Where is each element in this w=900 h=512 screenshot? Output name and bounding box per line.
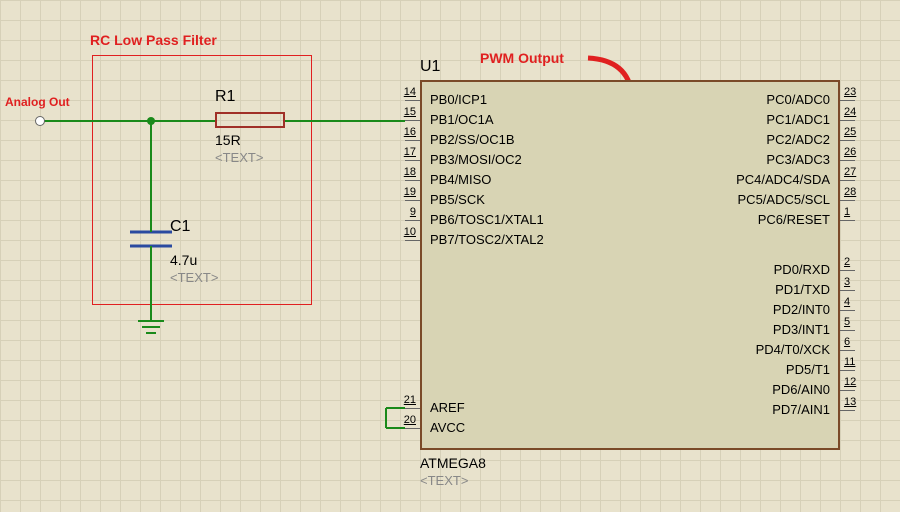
filter-label: RC Low Pass Filter [90, 32, 217, 48]
pin-number: 21 [390, 394, 416, 406]
pin-number: 26 [844, 146, 856, 158]
pin-label: PB4/MISO [430, 172, 491, 187]
terminal-out [35, 116, 45, 126]
pin-number: 20 [390, 414, 416, 426]
pin-number: 19 [390, 186, 416, 198]
pin-label: PC3/ADC3 [766, 152, 830, 167]
pin-number: 2 [844, 256, 850, 268]
pin-label: PB1/OC1A [430, 112, 494, 127]
pin-number: 23 [844, 86, 856, 98]
pin-label: PD1/TXD [775, 282, 830, 297]
pin-label: PC1/ADC1 [766, 112, 830, 127]
pin-lead [405, 200, 420, 201]
u1-part: ATMEGA8 [420, 455, 486, 471]
r1-ref: R1 [215, 88, 235, 106]
pin-lead [840, 410, 855, 411]
pin-label: PD0/RXD [774, 262, 830, 277]
pin-number: 14 [390, 86, 416, 98]
gnd-bar-3 [146, 332, 156, 334]
filter-bounding-box [92, 55, 312, 305]
pin-number: 17 [390, 146, 416, 158]
pin-lead [840, 140, 855, 141]
pin-lead [840, 390, 855, 391]
pin-label: PD5/T1 [786, 362, 830, 377]
pin-label: PB5/SCK [430, 192, 485, 207]
pin-label: PD7/AIN1 [772, 402, 830, 417]
pin-number: 11 [844, 356, 855, 368]
r1-text: <TEXT> [215, 150, 263, 165]
pin-number: 15 [390, 106, 416, 118]
pin-lead [405, 120, 420, 121]
pin-lead [840, 100, 855, 101]
pin-label: PD6/AIN0 [772, 382, 830, 397]
pin-label: PB7/TOSC2/XTAL2 [430, 232, 544, 247]
pin-label: PC5/ADC5/SCL [738, 192, 830, 207]
pin-label: PB2/SS/OC1B [430, 132, 515, 147]
c1-ref: C1 [170, 218, 190, 236]
pin-number: 1 [844, 206, 850, 218]
pin-label: PD3/INT1 [773, 322, 830, 337]
c1-value: 4.7u [170, 252, 197, 268]
pin-lead [840, 310, 855, 311]
pin-lead [405, 160, 420, 161]
gnd-bar-2 [142, 326, 160, 328]
pin-number: 3 [844, 276, 850, 288]
pin-lead [840, 220, 855, 221]
pin-lead [405, 220, 420, 221]
pin-label: PC2/ADC2 [766, 132, 830, 147]
pin-number: 25 [844, 126, 856, 138]
pin-label: PD2/INT0 [773, 302, 830, 317]
pin-lead [405, 100, 420, 101]
pin-number: 28 [844, 186, 856, 198]
pin-number: 12 [844, 376, 856, 388]
pin-number: 24 [844, 106, 856, 118]
pin-label: PB6/TOSC1/XTAL1 [430, 212, 544, 227]
pin-lead [840, 120, 855, 121]
gnd-bar-1 [138, 320, 164, 322]
pin-lead [840, 160, 855, 161]
pin-number: 13 [844, 396, 856, 408]
u1-text: <TEXT> [420, 473, 468, 488]
wire-drop [150, 120, 152, 220]
pin-lead [840, 180, 855, 181]
pin-lead [840, 330, 855, 331]
pin-lead [405, 408, 420, 409]
pin-label: PD4/T0/XCK [756, 342, 830, 357]
analog-out-label: Analog Out [5, 95, 70, 109]
u1-ref: U1 [420, 58, 440, 76]
pin-number: 9 [390, 206, 416, 218]
pin-number: 4 [844, 296, 850, 308]
pin-lead [840, 290, 855, 291]
c1-text: <TEXT> [170, 270, 218, 285]
node-junction [147, 117, 155, 125]
pin-number: 27 [844, 166, 856, 178]
pin-label: PB3/MOSI/OC2 [430, 152, 522, 167]
pin-label: AVCC [430, 420, 465, 435]
pin-lead [840, 200, 855, 201]
pin-label: PB0/ICP1 [430, 92, 487, 107]
pin-label: PC0/ADC0 [766, 92, 830, 107]
pin-lead [840, 370, 855, 371]
resistor-r1 [215, 112, 285, 128]
pin-label: PC4/ADC4/SDA [736, 172, 830, 187]
pwm-output-label: PWM Output [480, 50, 564, 66]
pin-lead [405, 240, 420, 241]
wire-out [40, 120, 215, 122]
pin-number: 16 [390, 126, 416, 138]
wire-r-to-chip [285, 120, 405, 122]
pin-lead [405, 428, 420, 429]
pin-label: AREF [430, 400, 465, 415]
pin-lead [405, 140, 420, 141]
pin-number: 5 [844, 316, 850, 328]
pin-lead [840, 350, 855, 351]
pin-number: 6 [844, 336, 850, 348]
pin-number: 18 [390, 166, 416, 178]
pin-lead [405, 180, 420, 181]
pin-lead [840, 270, 855, 271]
pin-label: PC6/RESET [758, 212, 830, 227]
pin-number: 10 [390, 226, 416, 238]
wire-gnd [150, 260, 152, 320]
r1-value: 15R [215, 132, 241, 148]
